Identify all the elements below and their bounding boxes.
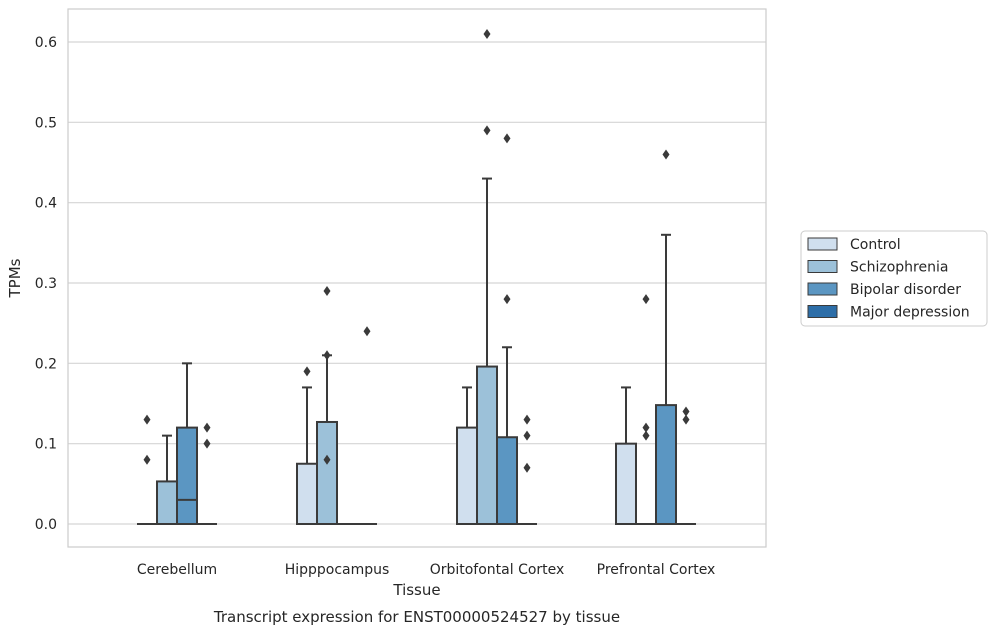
outlier-point [523, 414, 531, 425]
legend-swatch [807, 260, 838, 273]
box-body [316, 420, 338, 525]
outlier-point [323, 454, 331, 465]
outlier-point [483, 28, 491, 39]
x-tick-label: Prefrontal Cortex [597, 562, 716, 578]
outlier-point [523, 462, 531, 473]
box-body [615, 442, 637, 525]
box-body [296, 462, 318, 525]
outlier-point [203, 422, 211, 433]
outlier-point [323, 286, 331, 297]
box-1-0 [296, 366, 318, 525]
y-axis-label: TPMs [6, 258, 24, 298]
box-body [456, 426, 478, 526]
legend-label: Major depression [850, 305, 970, 321]
box-2-2 [496, 133, 518, 525]
box-1-1 [316, 286, 338, 525]
y-tick-label: 0.1 [35, 437, 57, 453]
box-2-1 [476, 28, 498, 525]
legend-swatch [807, 282, 838, 296]
outlier-point [682, 414, 690, 425]
box-0-3 [197, 422, 217, 525]
legend: Control Schizophrenia Bipolar disorder Majo… [800, 230, 988, 327]
box-0-2 [176, 362, 198, 526]
box-3-1 [636, 294, 656, 525]
x-tick-label: Hipppocampus [285, 562, 390, 578]
outlier-point [682, 406, 690, 417]
outlier-point [483, 125, 491, 136]
y-axis-ticks: 0.0 0.1 0.2 0.3 0.4 0.5 0.6 [35, 35, 57, 533]
box-3-3 [676, 406, 696, 525]
x-axis-ticks: Cerebellum Hipppocampus Orbitofontal Corte… [137, 562, 715, 578]
box-1-3 [357, 326, 377, 525]
legend-swatch [807, 305, 838, 318]
x-axis-label: Tissue [392, 581, 440, 599]
y-tick-label: 0.4 [35, 196, 57, 212]
legend-label: Schizophrenia [850, 260, 948, 276]
box-body [176, 426, 198, 526]
box-body [476, 365, 498, 525]
outlier-point [503, 294, 511, 305]
outlier-point [323, 350, 331, 361]
legend-label: Control [850, 237, 901, 253]
box-body [655, 404, 677, 525]
box-3-0 [615, 386, 637, 525]
y-tick-label: 0.5 [35, 115, 57, 131]
outlier-point [143, 454, 151, 465]
outlier-point [503, 133, 511, 144]
box-2-3 [517, 414, 537, 525]
x-tick-label: Cerebellum [137, 562, 217, 578]
y-tick-label: 0.2 [35, 356, 57, 372]
legend-swatch [807, 237, 838, 251]
box-body [156, 480, 178, 526]
outlier-point [662, 149, 670, 160]
y-tick-label: 0.3 [35, 276, 57, 292]
box-body [496, 436, 518, 525]
box-3-2 [655, 149, 677, 525]
legend-label: Bipolar disorder [850, 282, 961, 298]
outlier-point [143, 414, 151, 425]
legend-frame [800, 230, 988, 327]
x-tick-label: Orbitofontal Cortex [430, 562, 565, 578]
outlier-point [523, 430, 531, 441]
chart-title: Transcript expression for ENST0000052452… [213, 608, 620, 626]
y-tick-label: 0.6 [35, 35, 57, 51]
outlier-point [203, 438, 211, 449]
box-groups [137, 28, 696, 526]
box-0-0 [137, 414, 157, 525]
outlier-point [303, 366, 311, 377]
outlier-point [642, 294, 650, 305]
outlier-point [642, 422, 650, 433]
y-tick-label: 0.0 [35, 517, 57, 533]
outlier-point [363, 326, 371, 337]
plot-frame [67, 8, 767, 548]
outlier-point [642, 430, 650, 441]
